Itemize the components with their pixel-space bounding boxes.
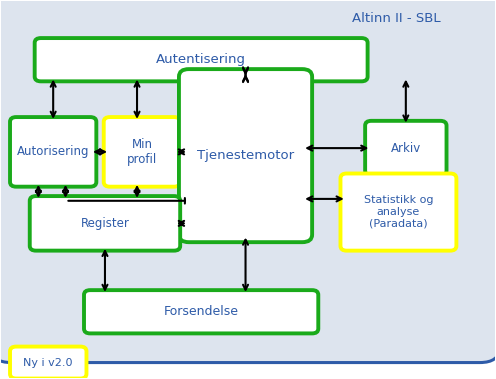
FancyBboxPatch shape (365, 121, 446, 175)
FancyBboxPatch shape (10, 117, 96, 187)
FancyBboxPatch shape (0, 0, 496, 363)
FancyBboxPatch shape (84, 290, 318, 334)
FancyBboxPatch shape (104, 117, 180, 187)
Text: Forsendelse: Forsendelse (164, 305, 239, 318)
Text: Ny i v2.0: Ny i v2.0 (23, 357, 73, 368)
FancyBboxPatch shape (10, 346, 86, 379)
Text: Autentisering: Autentisering (156, 53, 246, 66)
FancyBboxPatch shape (340, 174, 456, 251)
Text: Tjenestemotor: Tjenestemotor (197, 149, 294, 162)
Text: Autorisering: Autorisering (17, 146, 89, 158)
Text: Min
profil: Min profil (127, 138, 157, 166)
FancyBboxPatch shape (30, 196, 180, 251)
Text: Altinn II - SBL: Altinn II - SBL (352, 12, 440, 25)
FancyBboxPatch shape (35, 38, 368, 81)
FancyBboxPatch shape (179, 69, 312, 242)
Text: Statistikk og
analyse
(Paradata): Statistikk og analyse (Paradata) (364, 196, 433, 229)
Text: Arkiv: Arkiv (391, 142, 421, 155)
Text: Register: Register (80, 217, 129, 230)
